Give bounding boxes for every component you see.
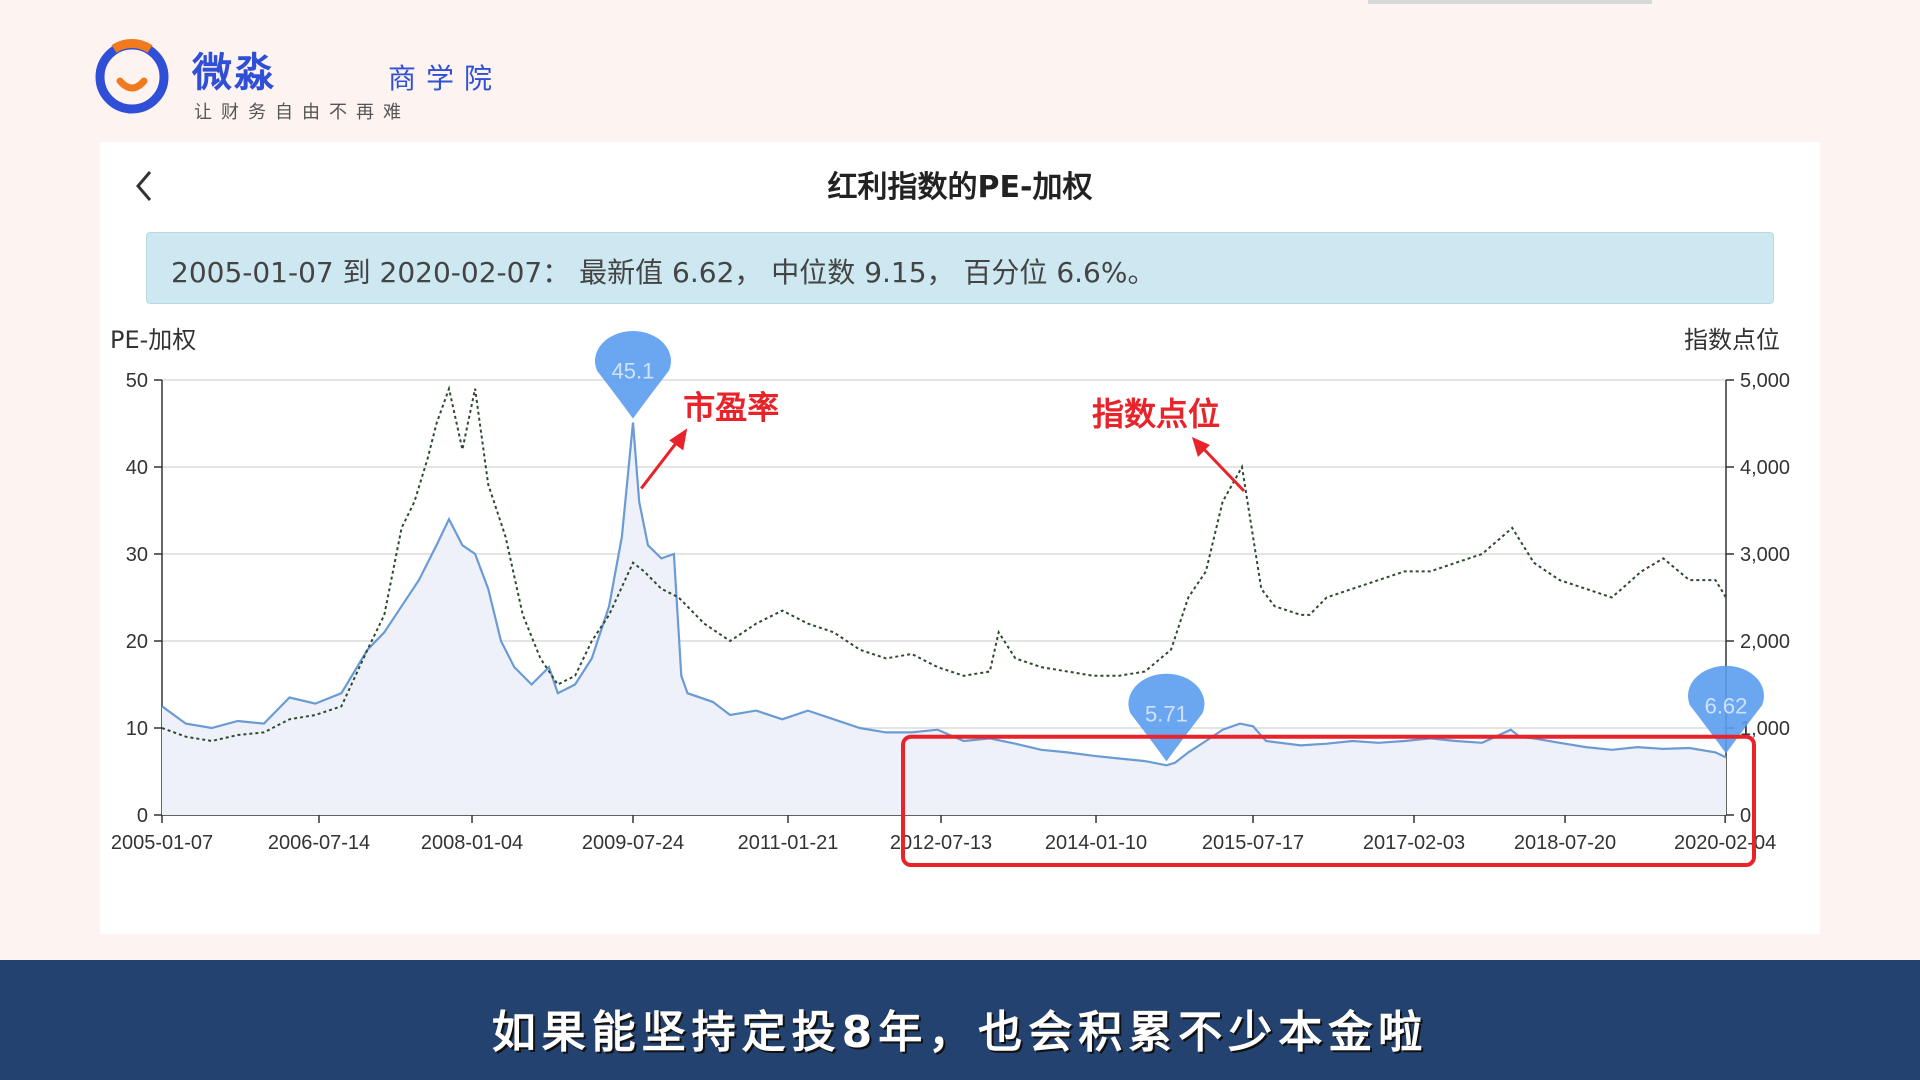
x-tick-label: 2012-07-13 [890, 832, 992, 854]
annotation-arrowhead [1191, 437, 1210, 457]
y2-axis-title: 指数点位 [1684, 326, 1780, 354]
top-edge-bar [1368, 0, 1652, 4]
pe-chart: 0 0 10 1,000 20 2,000 30 3,000 40 4,000 50 5,000 200… [111, 331, 1790, 868]
y2-tick-label: 4,000 [1740, 457, 1790, 479]
logo: 微淼 商学院 让财务自由不再难 [92, 32, 492, 128]
x-tick-label: 2014-01-10 [1045, 832, 1147, 854]
subtitle-bar: 如果能坚持定投8年，也会积累不少本金啦 [0, 960, 1920, 1080]
logo-slogan: 让财务自由不再难 [194, 102, 410, 123]
y-tick-label: 10 [126, 718, 148, 740]
annotation-pe-label: 市盈率 [683, 388, 779, 426]
x-tick-label: 2005-01-07 [111, 832, 213, 854]
value-marker-label: 6.62 [1705, 693, 1748, 718]
annotation-index-label: 指数点位 [1092, 395, 1220, 433]
value-marker [1688, 665, 1764, 754]
summary-banner: 2005-01-07 到 2020-02-07： 最新值 6.62， 中位数 9… [146, 232, 1774, 304]
x-tick-label: 2009-07-24 [582, 832, 684, 854]
y-tick-label: 0 [137, 805, 148, 827]
value-marker [594, 331, 671, 419]
index-line [161, 385, 1727, 743]
logo-sub: 商学院 [388, 62, 503, 95]
subtitle-text: 如果能坚持定投8年，也会积累不少本金啦 [491, 1007, 1429, 1058]
page-title: 红利指数的PE-加权 [827, 170, 1093, 205]
annotation-arrowhead [669, 428, 688, 451]
y-tick-label: 40 [126, 457, 148, 479]
pe-area [162, 422, 1726, 815]
value-marker-label: 45.1 [612, 359, 655, 384]
x-tick-label: 2008-01-04 [421, 832, 523, 854]
back-arrow-icon[interactable] [130, 166, 160, 206]
x-tick-label: 2020-02-04 [1674, 832, 1776, 854]
x-tick-label: 2011-01-21 [738, 832, 839, 854]
y2-tick-label: 2,000 [1740, 631, 1790, 653]
value-marker [1128, 673, 1205, 762]
pe-line [161, 422, 1727, 767]
x-tick-label: 2018-07-20 [1514, 832, 1616, 854]
y2-tick-label: 5,000 [1740, 370, 1790, 392]
annotation-arrow [1198, 443, 1246, 493]
y2-tick-label: 3,000 [1740, 544, 1790, 566]
annotation-arrow [640, 435, 683, 490]
y-tick-label: 30 [126, 544, 148, 566]
x-tick-label: 2017-02-03 [1363, 832, 1465, 854]
logo-name: 微淼 [192, 50, 276, 96]
y-tick-label: 20 [126, 631, 148, 653]
x-tick-label: 2015-07-17 [1202, 832, 1304, 854]
y-tick-label: 50 [126, 370, 148, 392]
y-axis-title: PE-加权 [110, 326, 197, 354]
chart-card: 红利指数的PE-加权 2005-01-07 到 2020-02-07： 最新值 … [100, 142, 1820, 934]
x-tick-label: 2006-07-14 [268, 832, 370, 854]
y2-tick-label: 1,000 [1740, 718, 1790, 740]
summary-text: 2005-01-07 到 2020-02-07： 最新值 6.62， 中位数 9… [171, 256, 1156, 289]
value-marker-label: 5.71 [1145, 701, 1188, 726]
y2-tick-label: 0 [1740, 805, 1751, 827]
highlight-box [901, 734, 1756, 868]
logo-ring-icon [95, 39, 169, 114]
